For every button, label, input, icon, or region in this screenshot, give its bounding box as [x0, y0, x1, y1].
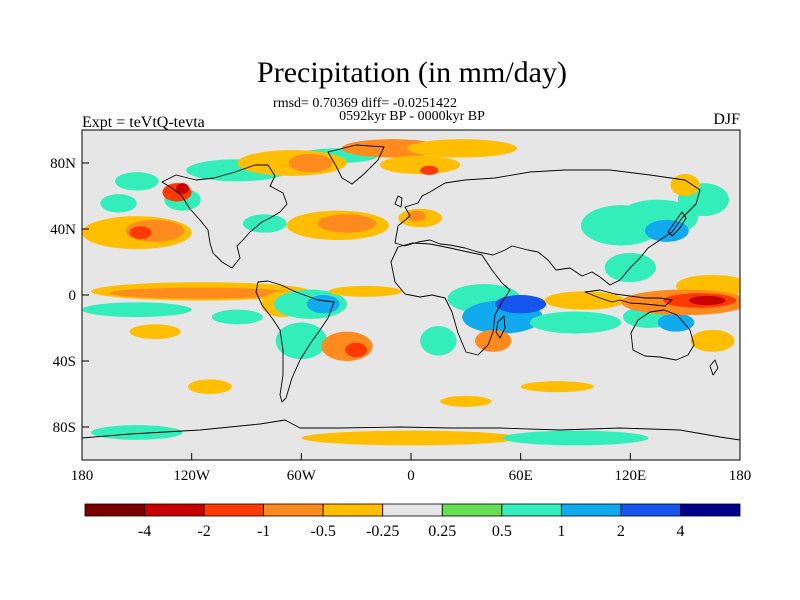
x-tick-label: 120E: [614, 468, 646, 484]
colorbar-label: 4: [676, 523, 684, 540]
precip-region-13: [407, 139, 518, 158]
precip-region-54: [520, 381, 594, 393]
precip-region-14: [379, 155, 461, 174]
colorbar-swatch: [441, 503, 503, 517]
colorbar-label: -0.5: [311, 523, 336, 540]
x-axis-ticks: 180 120W 60W 0 60E 120E 180: [71, 453, 752, 484]
precip-region-32: [211, 309, 263, 325]
colorbar-label: 0.25: [428, 523, 456, 540]
x-tick-label: 120W: [173, 468, 211, 484]
precip-region-17: [317, 214, 377, 233]
y-tick-label: 40S: [53, 354, 76, 370]
colorbar-swatch: [144, 503, 205, 517]
colorbar-label: -1: [257, 523, 270, 540]
colorbar-swatch: [501, 503, 562, 517]
precip-region-31: [129, 324, 181, 339]
y-tick-label: 40N: [50, 222, 76, 238]
colorbar-swatch: [263, 503, 324, 517]
x-tick-label: 60E: [509, 468, 533, 484]
precip-region-9: [129, 226, 152, 240]
colorbar-label: 1: [557, 523, 565, 540]
stats-subtitle: rmsd= 0.70369 diff= -0.0251422: [273, 96, 457, 111]
colorbar-label: -4: [138, 523, 151, 540]
coastline-japan: [667, 211, 687, 237]
x-tick-label: 60W: [287, 468, 317, 484]
coastline-uk: [394, 195, 403, 208]
x-tick-label: 180: [729, 468, 752, 484]
precip-region-48: [657, 313, 695, 332]
colorbar-swatch: [620, 503, 681, 517]
precip-region-55: [440, 395, 492, 407]
precip-region-58: [91, 425, 183, 440]
coastline-madagascar: [495, 315, 506, 339]
precip-region-45: [529, 311, 622, 334]
precip-region-53: [188, 379, 232, 394]
colorbar-swatch: [382, 503, 443, 517]
precip-region-44: [474, 329, 512, 352]
colorbar-label: -2: [197, 523, 210, 540]
precip-region-23: [644, 219, 689, 242]
precip-region-11: [288, 153, 333, 173]
colorbar-label: 0.5: [492, 523, 512, 540]
coastline-antarctica: [82, 419, 740, 441]
coastline-australia: [630, 309, 695, 361]
coastline-north-america: [161, 164, 288, 269]
coastline-new-zealand: [709, 359, 719, 376]
precip-region-46: [544, 291, 625, 310]
colorbar-label: 2: [617, 523, 625, 540]
coastline-eurasia: [394, 169, 701, 286]
precip-region-52: [690, 329, 735, 352]
colorbar: -4 -2 -1 -0.5 -0.25 0.25 0.5 1 2 4: [84, 503, 741, 540]
precip-region-36: [275, 322, 327, 360]
coastline-greenland: [327, 144, 385, 185]
coastline-south-america: [255, 280, 335, 403]
colorbar-swatch: [203, 503, 265, 517]
colorbar-swatch: [680, 503, 741, 517]
precip-region-15: [420, 165, 439, 175]
precip-region-40: [420, 326, 457, 356]
coastline-africa: [390, 242, 511, 356]
colorbar-label: -0.25: [366, 523, 399, 540]
precip-region-56: [301, 430, 521, 446]
y-tick-label: 80S: [53, 420, 76, 436]
precip-region-38: [345, 342, 368, 358]
period-subtitle: 0592kyr BP - 0000kyr BP: [339, 109, 485, 124]
y-tick-label: 0: [69, 288, 77, 304]
y-axis-ticks: 80N 40N 0 40S 80S: [50, 156, 89, 436]
colorbar-swatch: [322, 503, 384, 517]
precip-region-57: [502, 430, 649, 446]
colorbar-swatch: [84, 503, 145, 517]
precip-region-20: [242, 214, 287, 233]
experiment-label: Expt = teVtQ-tevta: [82, 114, 205, 131]
x-tick-label: 180: [71, 468, 94, 484]
precip-region-43: [495, 295, 547, 314]
precip-region-5: [176, 183, 189, 195]
map-plot-area: 180 120W 60W 0 60E 120E 180 80N 40N 0 40S 80S: [50, 129, 752, 484]
precip-region-2: [114, 172, 159, 191]
coastline-indonesia: [584, 289, 673, 307]
colorbar-swatch: [560, 503, 622, 517]
precip-region-39: [328, 285, 402, 297]
precip-region-51: [688, 295, 726, 306]
precip-region-25: [670, 174, 700, 196]
precip-region-30: [82, 302, 192, 317]
precip-region-29: [109, 287, 293, 299]
chart-title: Precipitation (in mm/day): [257, 56, 567, 89]
precip-region-6: [100, 194, 137, 213]
precip-anomaly-layer: [82, 139, 740, 446]
season-label: DJF: [713, 111, 740, 128]
coastline-layer: [82, 144, 740, 441]
y-tick-label: 80N: [50, 156, 76, 172]
precip-region-19: [407, 210, 426, 222]
x-tick-label: 0: [407, 468, 415, 484]
